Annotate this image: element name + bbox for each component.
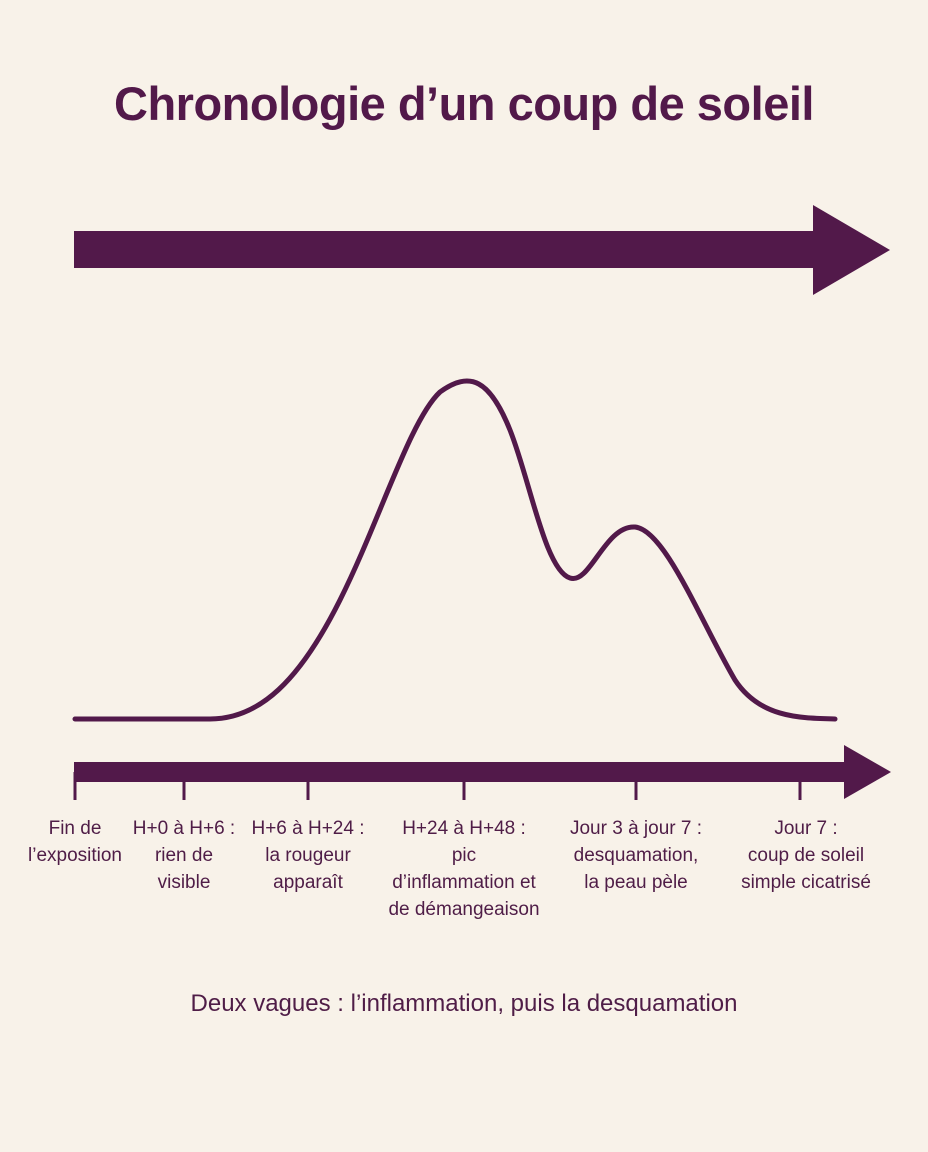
axis-ticks: [73, 772, 802, 800]
caption: Deux vagues : l’inflammation, puis la de…: [190, 990, 738, 1017]
time-axis: [74, 745, 891, 799]
timeline-label-day3-day7: Jour 3 à jour 7 : desquamation, la peau …: [569, 818, 703, 893]
timeline-label-h24-h48: H+24 à H+48 : pic d’inflammation et de d…: [388, 818, 540, 920]
timeline-label-h0-h6: H+0 à H+6 : rien de visible: [132, 818, 236, 893]
page-title: Chronologie d’un coup de soleil: [114, 77, 814, 130]
timeline-label-end-of-exposure: Fin de l’exposition: [28, 818, 122, 866]
timeline-label-h6-h24: H+6 à H+24 : la rougeur apparaît: [251, 818, 365, 893]
top-arrow: [74, 205, 890, 295]
timeline-label-day7: Jour 7 : coup de soleil simple cicatrisé: [741, 818, 871, 893]
intensity-curve: [72, 378, 838, 722]
